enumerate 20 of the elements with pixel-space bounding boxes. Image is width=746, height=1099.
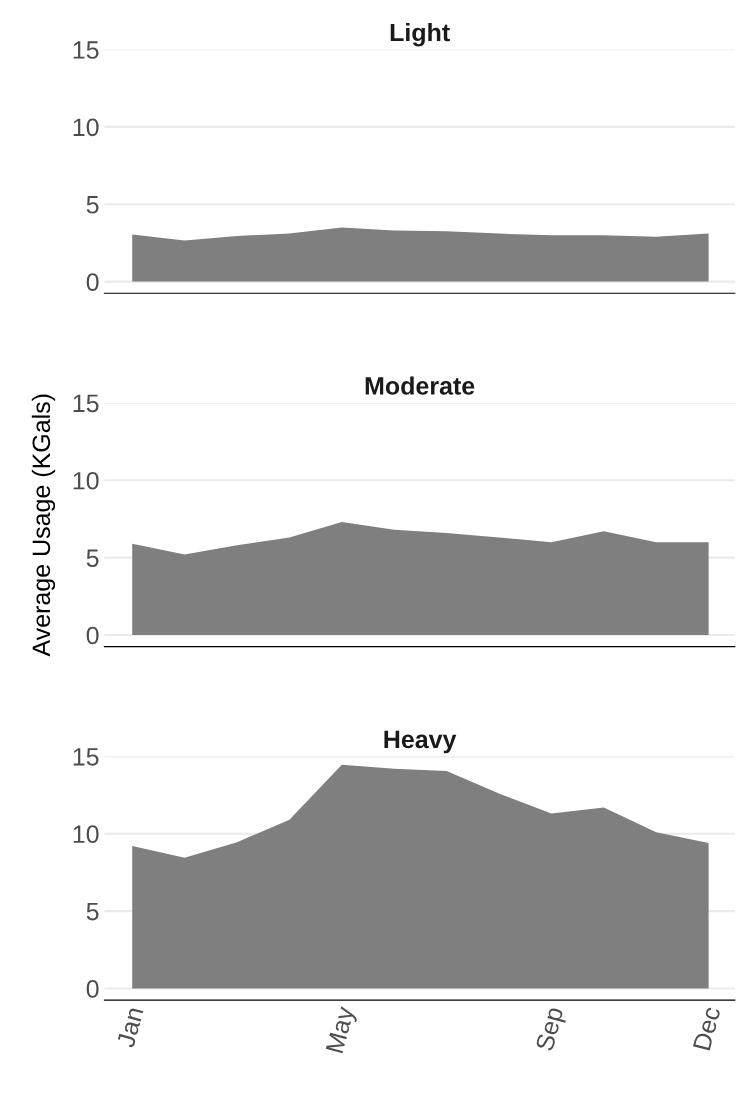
chart-title: Moderate (365, 376, 475, 395)
y-tick-label: 10 (73, 825, 99, 844)
y-tick-label: 5 (86, 549, 99, 567)
y-tick-label: 10 (73, 118, 99, 137)
y-tick-label: 15 (73, 41, 99, 59)
y-tick-label: 15 (73, 748, 99, 766)
y-tick-label: 5 (86, 902, 99, 921)
y-tick-label: 0 (86, 273, 99, 291)
y-tick-label: 5 (86, 196, 99, 214)
y-tick-label: 0 (86, 980, 99, 998)
x-tick-label: Dec (693, 1005, 721, 1051)
chart-title: Heavy (384, 730, 457, 754)
y-tick-label: 10 (73, 471, 99, 490)
chart-title: Light (390, 23, 450, 47)
y-tick-label: 15 (73, 394, 99, 413)
y-tick-label: 0 (86, 626, 99, 645)
x-tick-label: Jan (116, 1006, 144, 1049)
x-tick-label: May (325, 1005, 360, 1055)
x-tick-label: Sep (535, 1006, 569, 1053)
y-axis-title: Average Usage (KGals) (31, 394, 56, 657)
